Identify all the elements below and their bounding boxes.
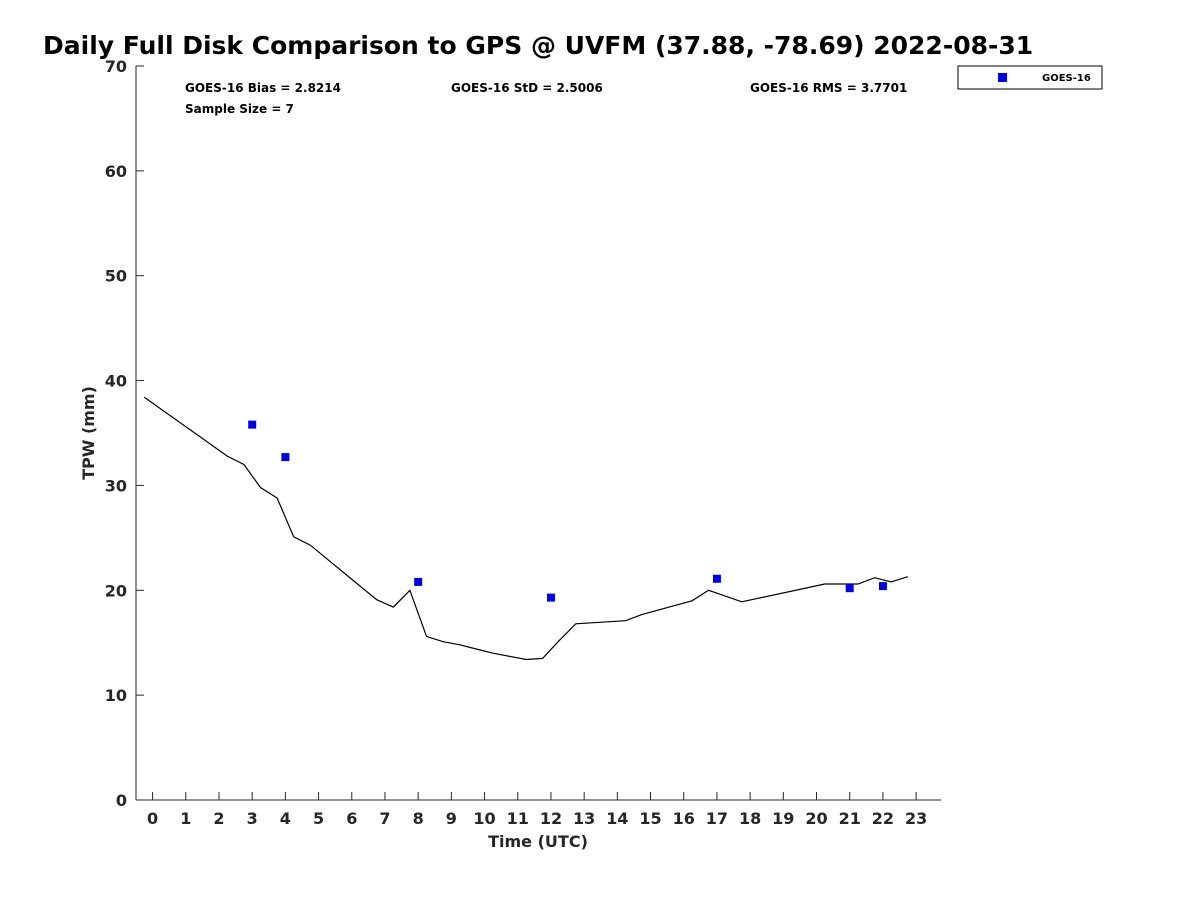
- x-tick-label: 11: [507, 809, 529, 828]
- x-tick-label: 8: [413, 809, 424, 828]
- x-tick-label: 20: [805, 809, 827, 828]
- stat-sample-size: Sample Size = 7: [185, 102, 294, 116]
- plot-frame: [135, 66, 941, 801]
- goes16-point: [281, 453, 290, 462]
- y-tick-label: 30: [105, 476, 127, 495]
- x-tick-label: 2: [213, 809, 224, 828]
- x-tick-label: 0: [147, 809, 158, 828]
- y-tick-label: 50: [105, 267, 127, 286]
- y-tick-label: 10: [105, 686, 127, 705]
- stat-bias: GOES-16 Bias = 2.8214: [185, 81, 341, 95]
- gps-tpw-line: [143, 396, 908, 661]
- stat-std: GOES-16 StD = 2.5006: [451, 81, 603, 95]
- goes16-scatter-series: [248, 420, 887, 602]
- goes16-point: [845, 584, 854, 593]
- y-axis-label: TPW (mm): [79, 386, 98, 480]
- legend-marker-goes16: [998, 73, 1007, 82]
- y-tick-label: 70: [105, 57, 127, 76]
- stat-rms: GOES-16 RMS = 3.7701: [750, 81, 907, 95]
- x-tick-label: 5: [313, 809, 324, 828]
- x-tick-label: 18: [739, 809, 761, 828]
- goes16-point: [712, 574, 721, 583]
- x-axis-ticks: 0 1 2 3 4 5 6 7 8 9 10 11 12 13 14 15 16 17 18 19 20 21 22 23: [147, 792, 927, 828]
- goes16-point: [546, 593, 555, 602]
- legend-box: [957, 65, 1103, 90]
- legend: GOES-16: [957, 65, 1103, 90]
- y-tick-label: 60: [105, 162, 127, 181]
- x-tick-label: 17: [706, 809, 728, 828]
- goes16-point: [414, 577, 423, 586]
- x-tick-label: 14: [606, 809, 628, 828]
- y-tick-label: 0: [116, 791, 127, 810]
- x-tick-label: 7: [379, 809, 390, 828]
- x-tick-label: 15: [639, 809, 661, 828]
- chart-title: Daily Full Disk Comparison to GPS @ UVFM…: [43, 31, 1033, 60]
- x-tick-label: 3: [247, 809, 258, 828]
- goes16-point: [878, 582, 887, 591]
- x-tick-label: 22: [872, 809, 894, 828]
- x-tick-label: 23: [905, 809, 927, 828]
- gps-line-series: [143, 396, 908, 661]
- x-tick-label: 12: [540, 809, 562, 828]
- y-tick-label: 20: [105, 581, 127, 600]
- x-tick-label: 16: [673, 809, 695, 828]
- y-axis-ticks: 0 10 20 30 40 50 60 70: [105, 57, 144, 810]
- x-tick-label: 9: [446, 809, 457, 828]
- x-tick-label: 21: [839, 809, 861, 828]
- y-tick-label: 40: [105, 372, 127, 391]
- legend-label-goes16: GOES-16: [1042, 73, 1091, 84]
- x-tick-label: 6: [346, 809, 357, 828]
- x-axis-label: Time (UTC): [488, 832, 588, 851]
- x-tick-label: 13: [573, 809, 595, 828]
- x-tick-label: 10: [473, 809, 495, 828]
- goes16-point: [248, 420, 257, 429]
- x-tick-label: 1: [180, 809, 191, 828]
- x-tick-label: 19: [772, 809, 794, 828]
- x-tick-label: 4: [280, 809, 291, 828]
